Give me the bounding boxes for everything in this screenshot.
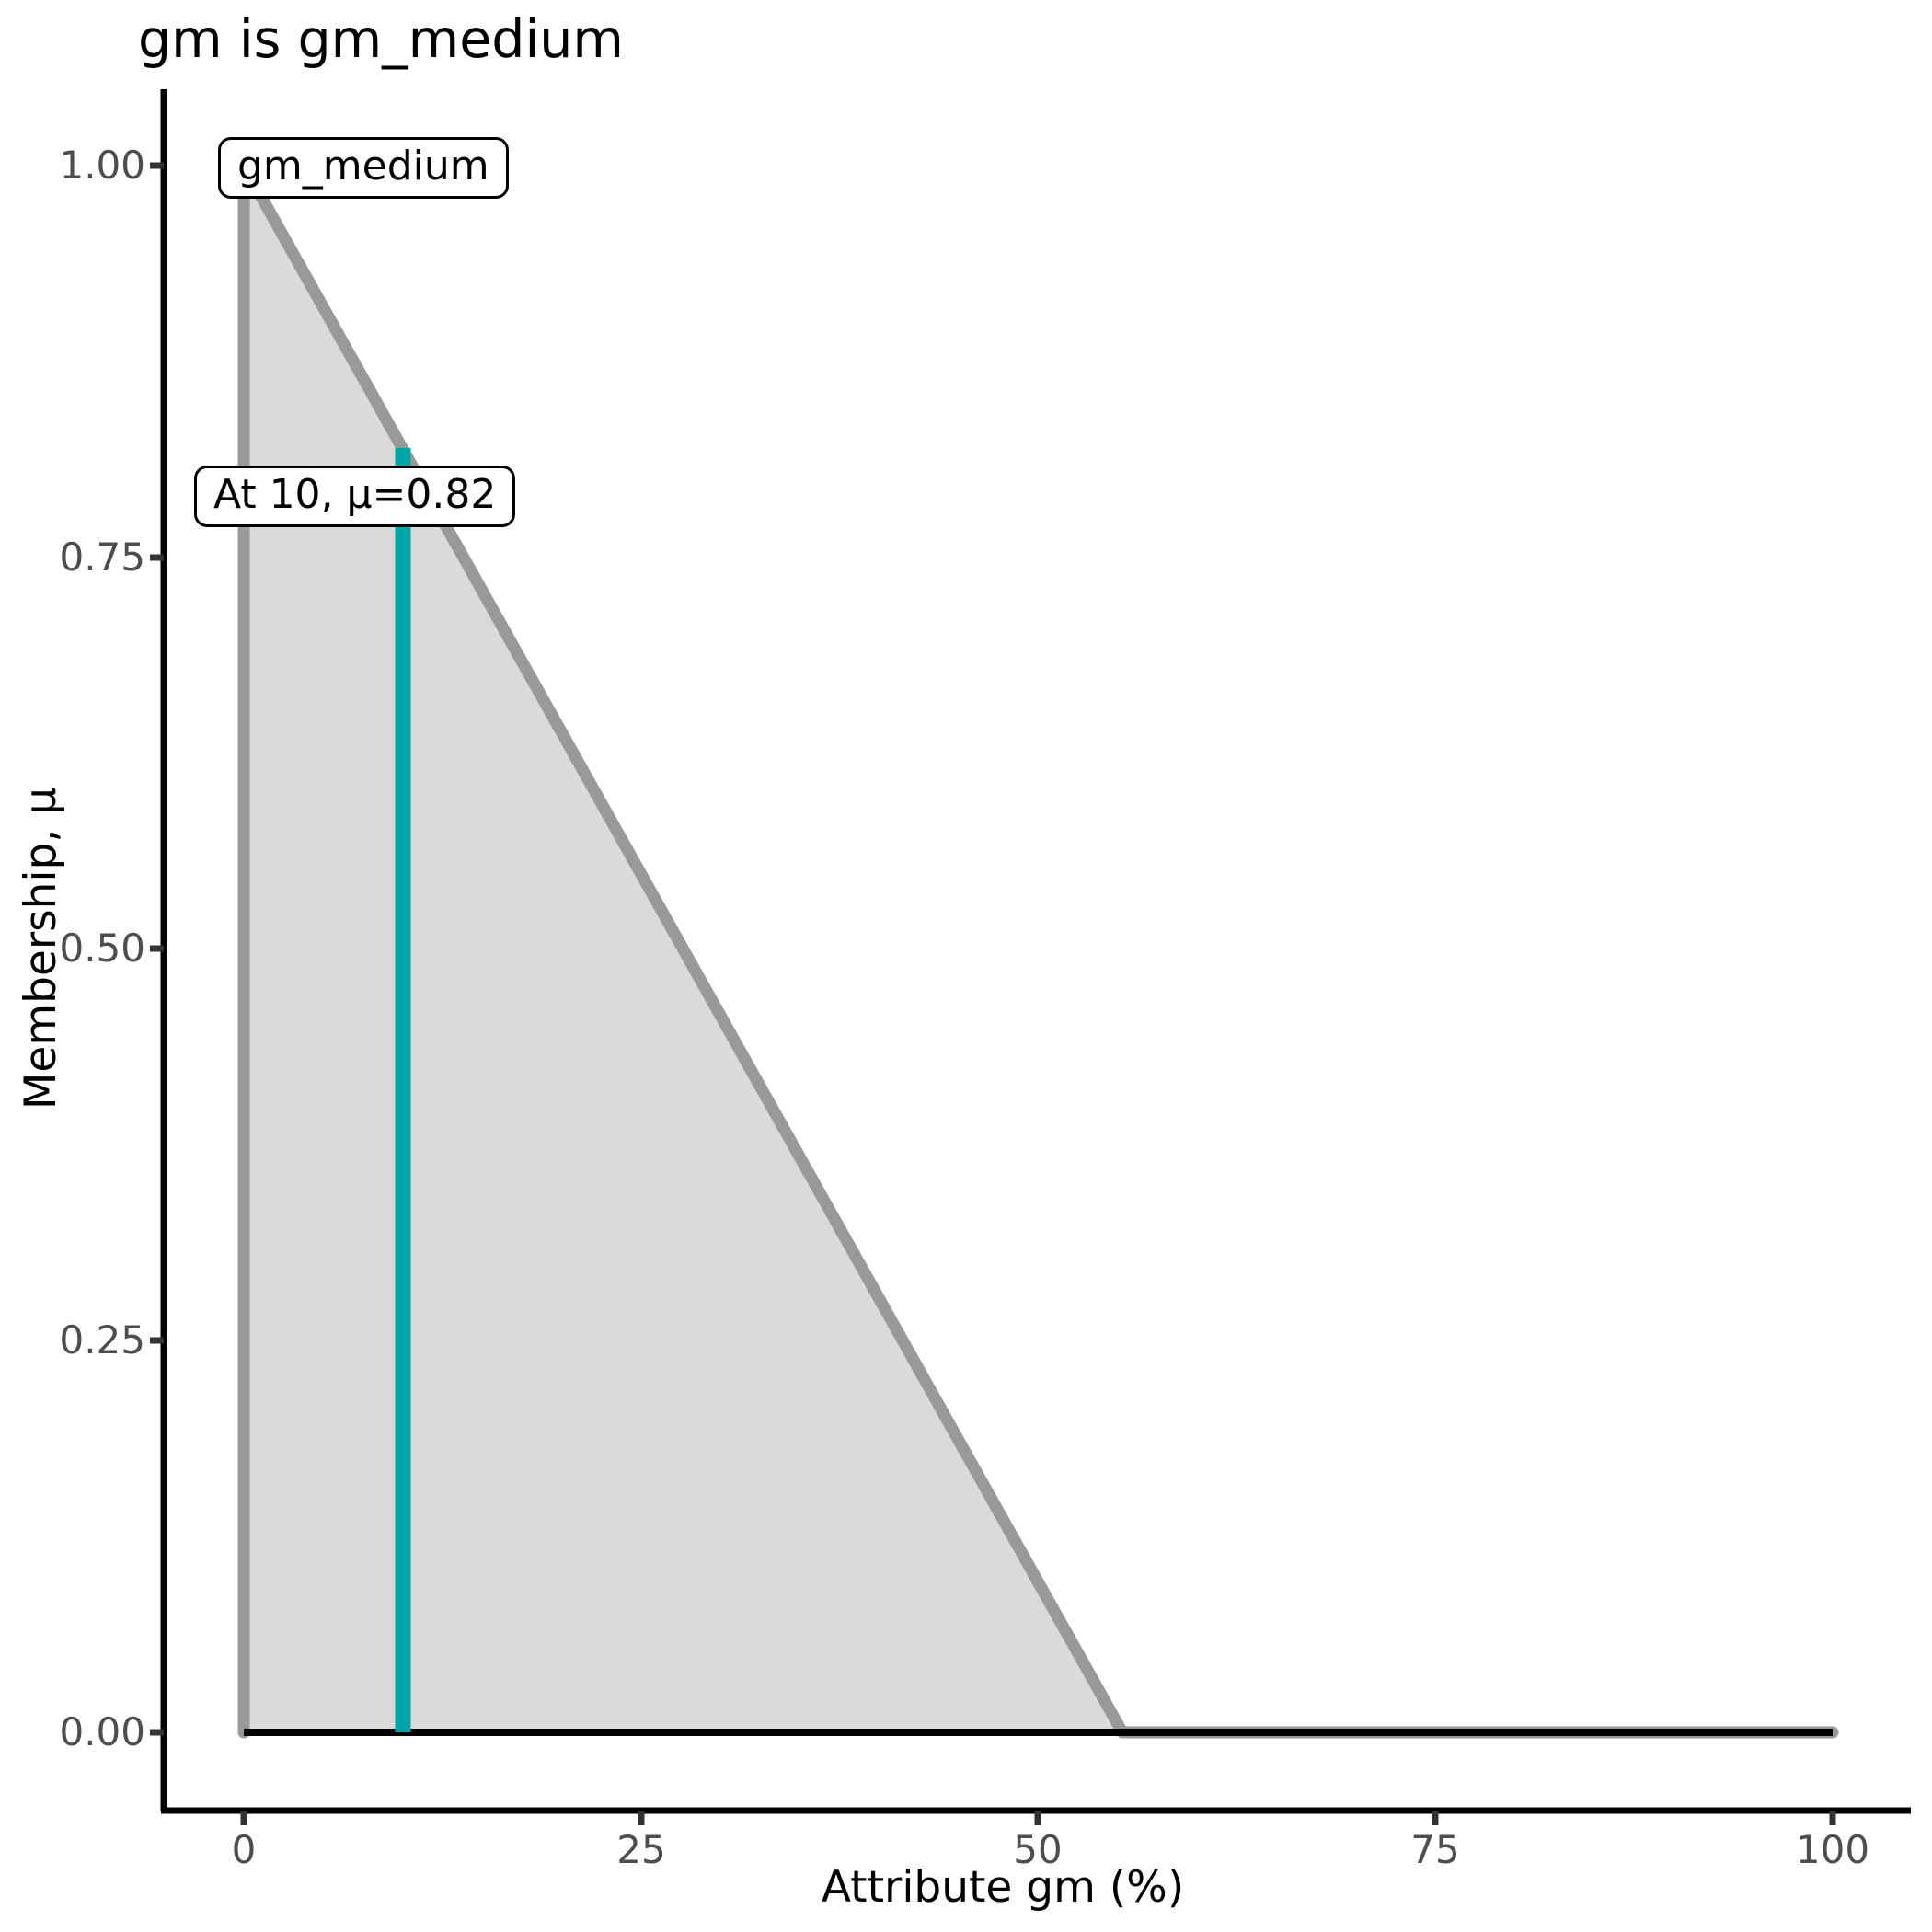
x-tick-label: 0 xyxy=(231,1827,257,1872)
x-tick-label: 25 xyxy=(616,1827,666,1872)
peak-label-box: gm_medium xyxy=(218,137,509,199)
y-tick-marks xyxy=(150,162,164,1736)
x-tick-marks xyxy=(240,1811,1836,1825)
y-tick-label: 0.75 xyxy=(59,535,145,580)
x-tick-label: 50 xyxy=(1013,1827,1063,1872)
marker-value-label-box: At 10, μ=0.82 xyxy=(194,466,516,527)
y-tick-label: 0.50 xyxy=(59,926,145,971)
chart-title: gm is gm_medium xyxy=(138,9,624,70)
y-tick-label: 0.00 xyxy=(59,1709,145,1754)
x-tick-label: 75 xyxy=(1410,1827,1460,1872)
y-tick-label: 0.25 xyxy=(59,1317,145,1363)
y-tick-label: 1.00 xyxy=(59,143,145,188)
x-tick-label: 100 xyxy=(1795,1827,1870,1872)
x-axis-title: Attribute gm (%) xyxy=(821,1862,1185,1913)
y-axis-title: Membership, μ xyxy=(16,787,66,1110)
